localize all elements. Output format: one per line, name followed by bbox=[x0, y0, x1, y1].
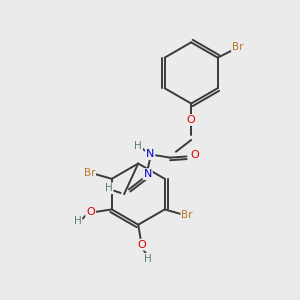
Text: Br: Br bbox=[181, 210, 193, 220]
Text: H: H bbox=[144, 254, 152, 264]
Text: Br: Br bbox=[84, 168, 95, 178]
Text: H: H bbox=[105, 183, 113, 193]
Text: O: O bbox=[86, 207, 95, 217]
Text: O: O bbox=[190, 150, 199, 160]
Text: N: N bbox=[146, 149, 154, 159]
Text: Br: Br bbox=[232, 42, 243, 52]
Text: O: O bbox=[187, 115, 196, 125]
Text: O: O bbox=[137, 240, 146, 250]
Text: N: N bbox=[143, 169, 152, 179]
Text: H: H bbox=[134, 141, 142, 151]
Text: H: H bbox=[74, 216, 82, 226]
